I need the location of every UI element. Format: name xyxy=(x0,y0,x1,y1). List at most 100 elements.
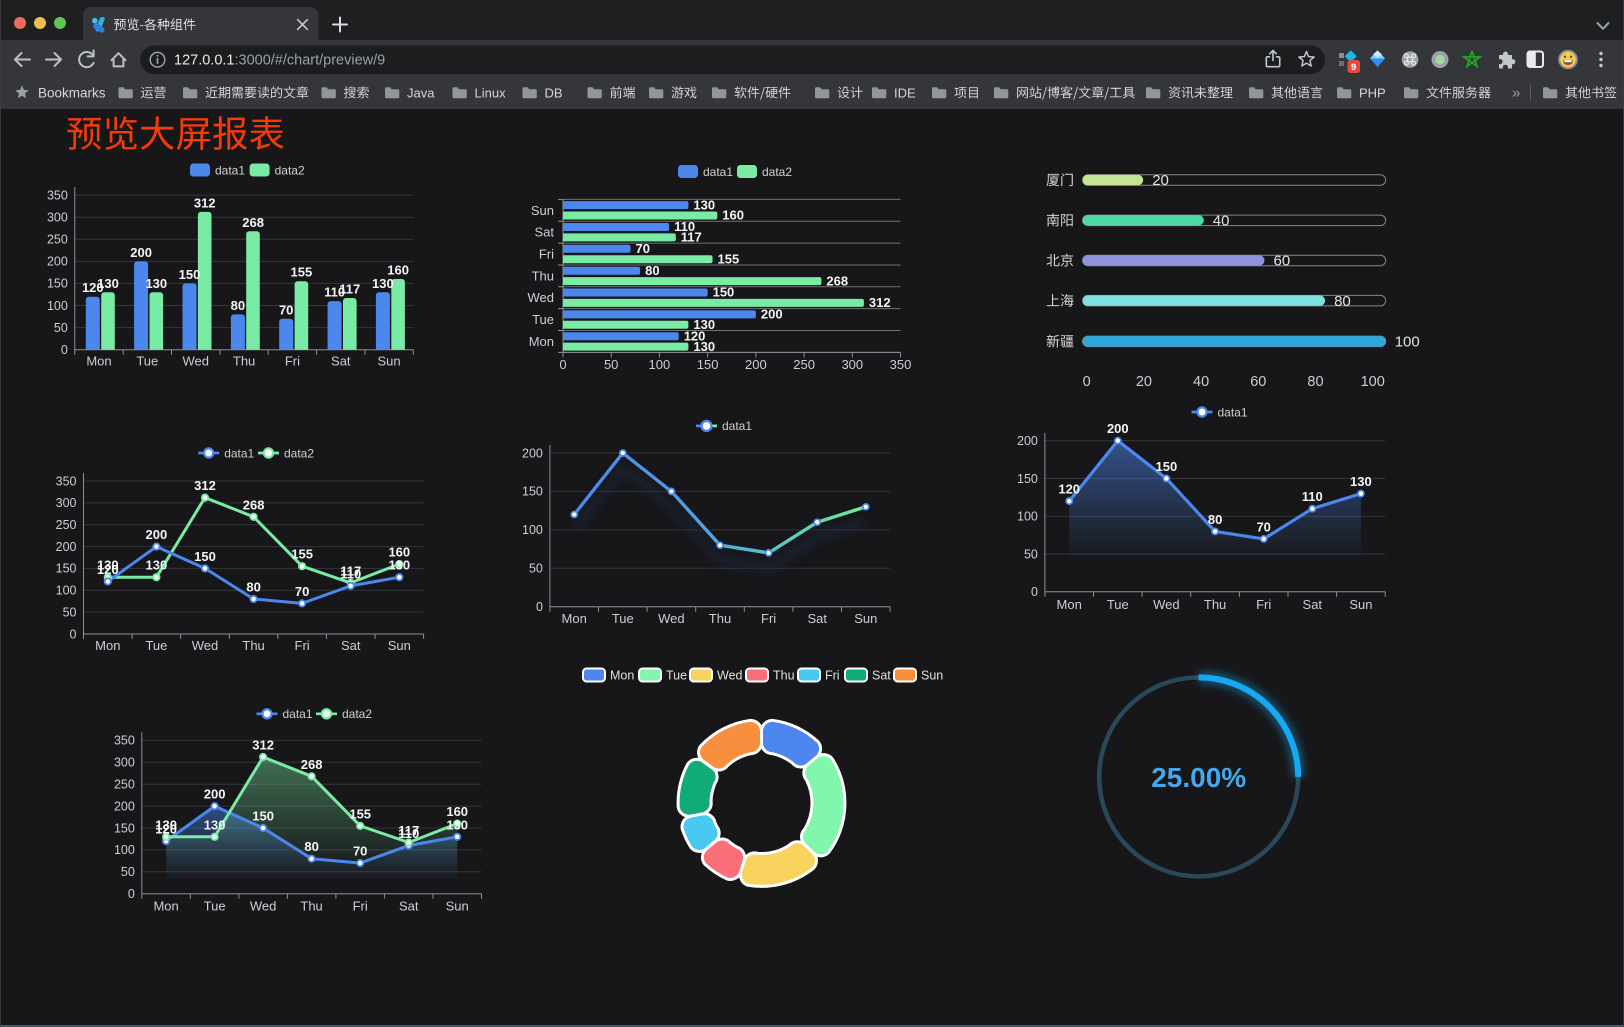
svg-text:Tue: Tue xyxy=(612,611,634,626)
svg-text:Fri: Fri xyxy=(761,611,776,626)
svg-text:130: 130 xyxy=(145,276,167,291)
svg-text:150: 150 xyxy=(1017,472,1038,486)
svg-text:20: 20 xyxy=(1136,374,1152,390)
svg-text:200: 200 xyxy=(130,245,152,260)
svg-text:PHP: PHP xyxy=(1359,85,1386,100)
svg-text:data1: data1 xyxy=(1218,405,1248,419)
svg-text:130: 130 xyxy=(155,817,177,832)
svg-text:50: 50 xyxy=(1024,547,1038,561)
svg-text:312: 312 xyxy=(194,195,216,210)
svg-text:100: 100 xyxy=(114,843,135,857)
svg-text:DB: DB xyxy=(545,85,563,100)
svg-text:312: 312 xyxy=(869,295,891,310)
svg-text:100: 100 xyxy=(522,523,543,537)
svg-text:100: 100 xyxy=(649,357,671,372)
svg-text:200: 200 xyxy=(114,799,135,813)
svg-text:0: 0 xyxy=(1083,374,1091,390)
svg-text:Sun: Sun xyxy=(531,203,554,218)
svg-text:312: 312 xyxy=(194,478,216,493)
svg-text:117: 117 xyxy=(681,230,702,245)
svg-text:150: 150 xyxy=(179,267,201,282)
svg-text:Wed: Wed xyxy=(250,899,277,914)
svg-text:Mon: Mon xyxy=(86,354,111,369)
svg-text:117: 117 xyxy=(398,823,419,838)
svg-text:data2: data2 xyxy=(284,446,314,460)
svg-text:Sun: Sun xyxy=(446,899,469,914)
svg-text:Mon: Mon xyxy=(95,638,120,653)
svg-text:100: 100 xyxy=(1017,510,1038,524)
svg-text:data2: data2 xyxy=(275,164,305,178)
svg-text:Thu: Thu xyxy=(709,611,731,626)
svg-text:Wed: Wed xyxy=(182,354,209,369)
svg-text:Bookmarks: Bookmarks xyxy=(38,85,106,100)
svg-text:200: 200 xyxy=(204,787,226,802)
svg-text:Thu: Thu xyxy=(532,268,554,283)
svg-text:130: 130 xyxy=(146,558,168,573)
svg-text:60: 60 xyxy=(1250,374,1266,390)
svg-text:0: 0 xyxy=(61,343,68,357)
svg-text:200: 200 xyxy=(745,357,767,372)
svg-text:0: 0 xyxy=(559,357,566,372)
svg-text:80: 80 xyxy=(1307,374,1323,390)
svg-text:Sun: Sun xyxy=(378,354,401,369)
svg-text:80: 80 xyxy=(645,263,659,278)
svg-text:130: 130 xyxy=(372,276,394,291)
svg-text:Sat: Sat xyxy=(1303,597,1323,612)
svg-text:300: 300 xyxy=(114,756,135,770)
svg-text:40: 40 xyxy=(1213,213,1230,230)
svg-text:Sun: Sun xyxy=(388,638,411,653)
svg-text:155: 155 xyxy=(718,251,740,266)
svg-text:268: 268 xyxy=(243,497,265,512)
svg-text:160: 160 xyxy=(722,208,744,223)
svg-text:110: 110 xyxy=(1302,489,1323,504)
svg-text:Tue: Tue xyxy=(532,312,554,327)
svg-text:Tue: Tue xyxy=(136,354,158,369)
svg-text:9: 9 xyxy=(1351,62,1356,73)
svg-text:data1: data1 xyxy=(283,707,313,721)
svg-text:150: 150 xyxy=(713,285,735,300)
svg-text:130: 130 xyxy=(693,197,715,212)
svg-text:data1: data1 xyxy=(215,164,245,178)
svg-text:Mon: Mon xyxy=(153,899,178,914)
svg-text:200: 200 xyxy=(1107,421,1129,436)
svg-text:50: 50 xyxy=(63,605,77,619)
svg-text:80: 80 xyxy=(246,580,260,595)
svg-text:155: 155 xyxy=(291,265,313,280)
svg-text:Fri: Fri xyxy=(1256,597,1271,612)
svg-text:data1: data1 xyxy=(224,446,254,460)
svg-text:Wed: Wed xyxy=(192,638,219,653)
svg-text:Tue: Tue xyxy=(666,668,687,682)
svg-text:Wed: Wed xyxy=(658,611,685,626)
svg-text:0: 0 xyxy=(1031,585,1038,599)
svg-text:80: 80 xyxy=(304,839,318,854)
svg-text:Sat: Sat xyxy=(534,225,554,240)
svg-text:Thu: Thu xyxy=(773,668,795,682)
svg-text:160: 160 xyxy=(388,545,410,560)
svg-text:300: 300 xyxy=(47,211,68,225)
svg-text:100: 100 xyxy=(47,299,68,313)
svg-text:130: 130 xyxy=(204,817,226,832)
svg-text:Sat: Sat xyxy=(807,611,827,626)
svg-text:Linux: Linux xyxy=(475,85,507,100)
svg-text:50: 50 xyxy=(54,321,68,335)
svg-text:»: » xyxy=(1512,85,1520,102)
svg-text:200: 200 xyxy=(56,540,77,554)
svg-text:117: 117 xyxy=(340,563,361,578)
svg-text:80: 80 xyxy=(1208,512,1222,527)
svg-text:Wed: Wed xyxy=(528,290,555,305)
svg-text:Fri: Fri xyxy=(285,354,300,369)
svg-text:50: 50 xyxy=(121,865,135,879)
svg-text:70: 70 xyxy=(353,844,367,859)
svg-text:25.00%: 25.00% xyxy=(1151,762,1246,793)
svg-text:150: 150 xyxy=(194,549,216,564)
svg-text:0: 0 xyxy=(70,627,77,641)
svg-text:data2: data2 xyxy=(762,165,792,179)
svg-text:Sat: Sat xyxy=(341,638,361,653)
svg-text:350: 350 xyxy=(47,188,68,202)
svg-text:312: 312 xyxy=(252,738,274,753)
svg-text:Fri: Fri xyxy=(295,638,310,653)
svg-text:Sun: Sun xyxy=(921,668,943,682)
svg-text:Mon: Mon xyxy=(1057,597,1082,612)
svg-text:70: 70 xyxy=(295,584,309,599)
svg-text:Thu: Thu xyxy=(242,638,264,653)
